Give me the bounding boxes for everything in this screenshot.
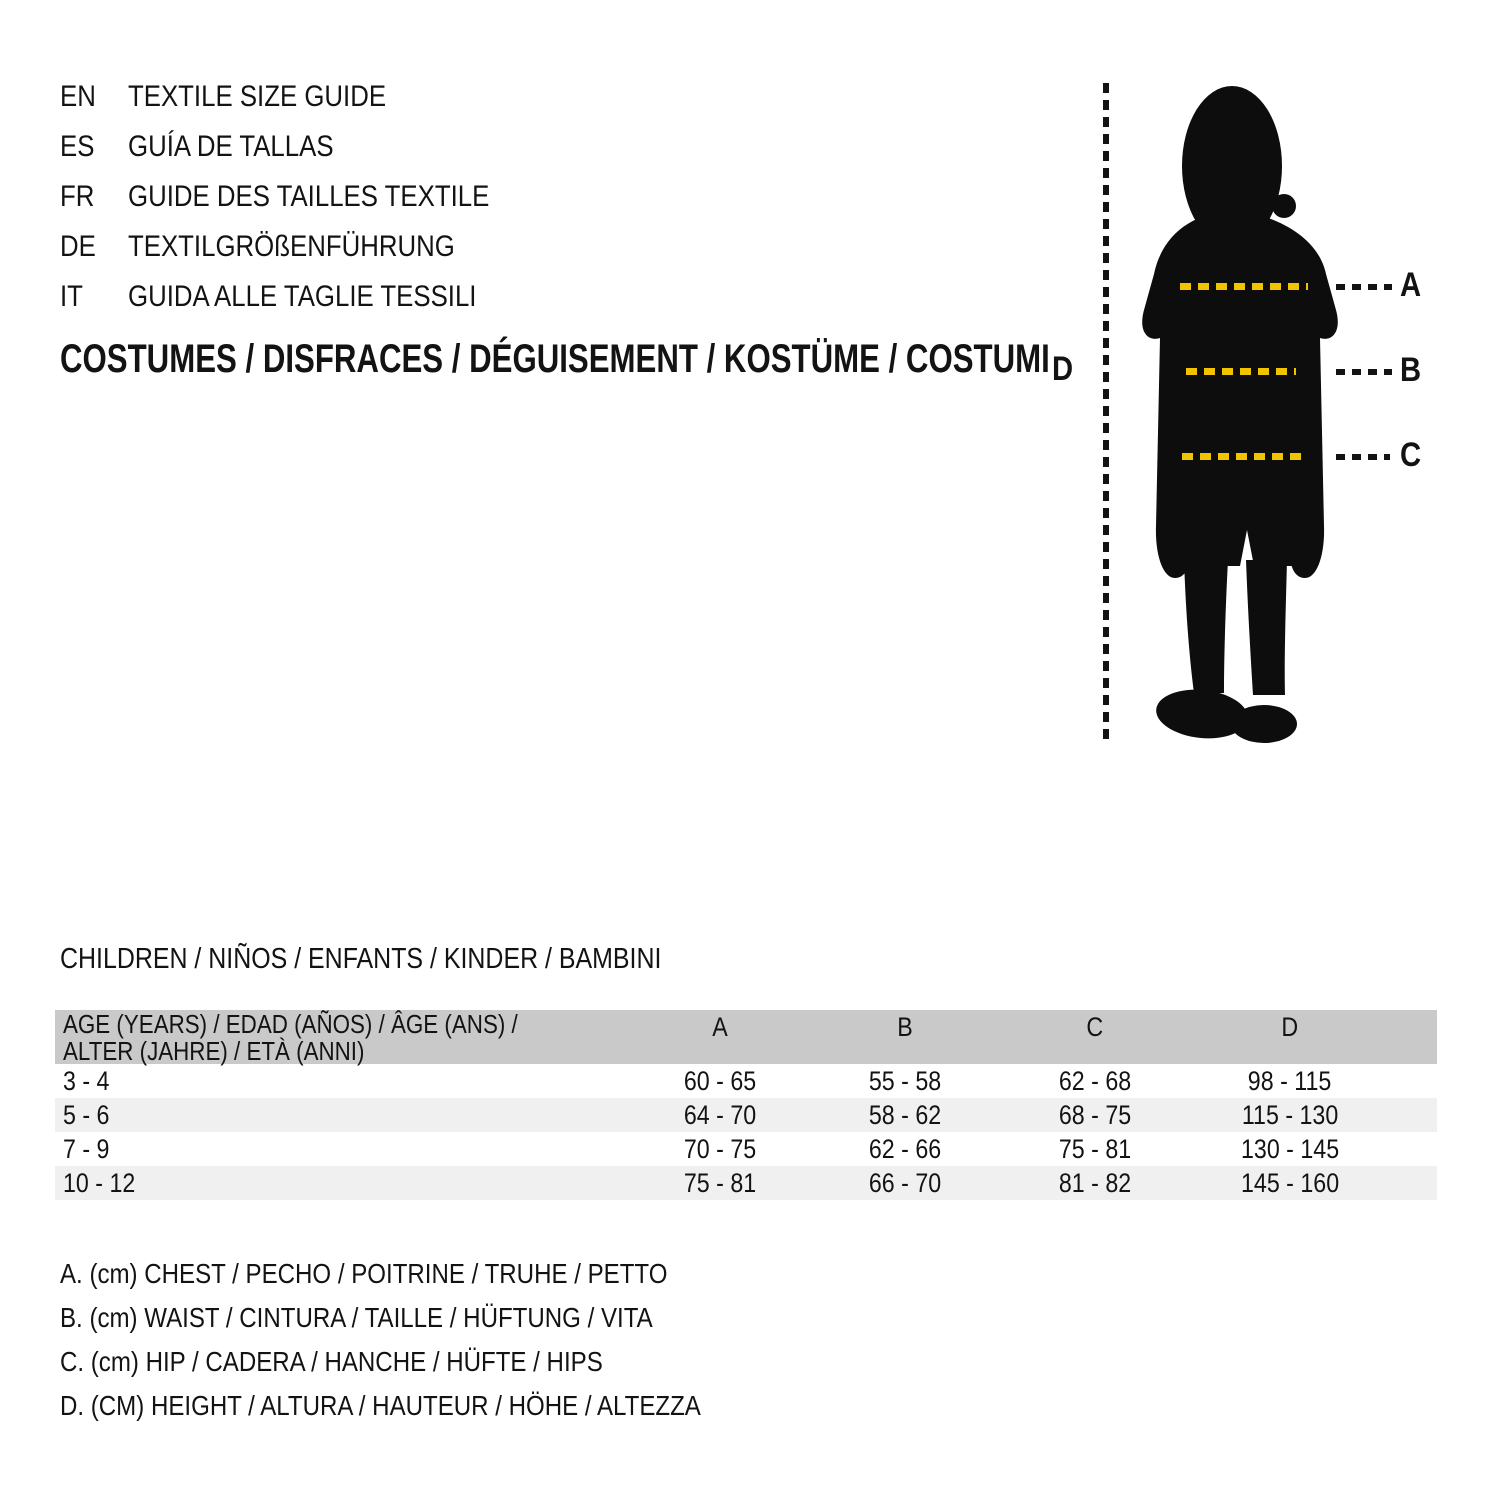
language-label: GUIDE DES TAILLES TEXTILE (128, 180, 490, 213)
waist-cell: 55 - 58 (868, 1065, 942, 1096)
height-cell: 145 - 160 (1240, 1167, 1340, 1198)
language-label: GUIDA ALLE TAGLIE TESSILI (128, 280, 477, 313)
language-row-it: IT GUIDA ALLE TAGLIE TESSILI (60, 272, 548, 322)
language-code: IT (60, 280, 83, 313)
age-cell: 5 - 6 (63, 1099, 110, 1130)
category-title: COSTUMES / DISFRACES / DÉGUISEMENT / KOS… (60, 337, 1050, 381)
hip-cell: 68 - 75 (1058, 1099, 1132, 1130)
language-label: TEXTILE SIZE GUIDE (128, 80, 387, 113)
table-header-row: AGE (YEARS) / EDAD (AÑOS) / ÂGE (ANS) / … (55, 1009, 1437, 1066)
language-row-en: EN TEXTILE SIZE GUIDE (60, 72, 548, 122)
legend-item-c: C. (cm) HIP / CADERA / HANCHE / HÜFTE / … (60, 1346, 603, 1377)
col-header-b: B (897, 1012, 913, 1042)
age-cell: 10 - 12 (63, 1167, 136, 1198)
hip-cell: 81 - 82 (1058, 1167, 1132, 1198)
language-row-es: ES GUÍA DE TALLAS (60, 122, 548, 172)
hip-cell: 75 - 81 (1058, 1133, 1132, 1164)
height-line-d (1103, 83, 1109, 745)
waist-cell: 58 - 62 (868, 1099, 942, 1130)
age-cell: 3 - 4 (63, 1065, 110, 1096)
legend-item-b: B. (cm) WAIST / CINTURA / TAILLE / HÜFTU… (60, 1302, 653, 1333)
table-row: 10 - 12 75 - 81 66 - 70 81 - 82 145 - 16… (55, 1166, 1437, 1200)
table-row: 3 - 4 60 - 65 55 - 58 62 - 68 98 - 115 (55, 1064, 1437, 1098)
silhouette-right-shoe (1231, 705, 1297, 743)
chest-line-a (1180, 283, 1308, 290)
pointer-line-c (1336, 454, 1390, 460)
height-cell: 115 - 130 (1241, 1099, 1339, 1130)
label-c: C (1400, 436, 1422, 474)
silhouette-head (1182, 86, 1282, 246)
silhouette-left-shoe (1156, 689, 1248, 739)
language-row-de: DE TEXTILGRÖßENFÜHRUNG (60, 222, 548, 272)
age-cell: 7 - 9 (63, 1133, 110, 1164)
age-column-header: AGE (YEARS) / EDAD (AÑOS) / ÂGE (ANS) / … (63, 1009, 518, 1066)
col-header-d: D (1281, 1012, 1299, 1042)
col-header-a: A (712, 1012, 728, 1042)
language-row-fr: FR GUIDE DES TAILLES TEXTILE (60, 172, 548, 222)
col-header-c: C (1086, 1012, 1104, 1042)
legend-item-d: D. (CM) HEIGHT / ALTURA / HAUTEUR / HÖHE… (60, 1390, 701, 1421)
legend-item-a: A. (cm) CHEST / PECHO / POITRINE / TRUHE… (60, 1258, 668, 1289)
waist-cell: 66 - 70 (868, 1167, 942, 1198)
language-label: GUÍA DE TALLAS (128, 130, 334, 163)
waist-line-b (1186, 368, 1296, 375)
language-list: EN TEXTILE SIZE GUIDE ES GUÍA DE TALLAS … (60, 72, 548, 322)
silhouette-left-leg (1184, 560, 1228, 693)
language-code: FR (60, 180, 95, 213)
table-row: 5 - 6 64 - 70 58 - 62 68 - 75 115 - 130 (55, 1098, 1437, 1132)
language-code: DE (60, 230, 96, 263)
hip-line-c (1182, 453, 1306, 460)
height-cell: 130 - 145 (1240, 1133, 1340, 1164)
label-b: B (1400, 351, 1422, 389)
language-code: EN (60, 80, 96, 113)
language-label: TEXTILGRÖßENFÜHRUNG (128, 230, 455, 263)
label-a: A (1400, 266, 1422, 304)
silhouette-shorts (1166, 478, 1314, 566)
silhouette-ear (1272, 194, 1296, 218)
child-silhouette (1142, 86, 1338, 743)
table-row: 7 - 9 70 - 75 62 - 66 75 - 81 130 - 145 (55, 1132, 1437, 1166)
pointer-line-a (1336, 284, 1392, 290)
chest-cell: 75 - 81 (683, 1167, 757, 1198)
chest-cell: 70 - 75 (683, 1133, 757, 1164)
silhouette-right-leg (1246, 560, 1287, 695)
children-size-table: AGE (YEARS) / EDAD (AÑOS) / ÂGE (ANS) / … (55, 1010, 1437, 1200)
chest-cell: 64 - 70 (683, 1099, 757, 1130)
hip-cell: 62 - 68 (1058, 1065, 1132, 1096)
waist-cell: 62 - 66 (868, 1133, 942, 1164)
children-section-title: CHILDREN / NIÑOS / ENFANTS / KINDER / BA… (60, 943, 662, 975)
pointer-line-b (1336, 369, 1392, 375)
label-d: D (1052, 350, 1074, 388)
measurement-legend: A. (cm) CHEST / PECHO / POITRINE / TRUHE… (60, 1252, 805, 1428)
chest-cell: 60 - 65 (683, 1065, 757, 1096)
language-code: ES (60, 130, 95, 163)
height-cell: 98 - 115 (1248, 1065, 1332, 1096)
